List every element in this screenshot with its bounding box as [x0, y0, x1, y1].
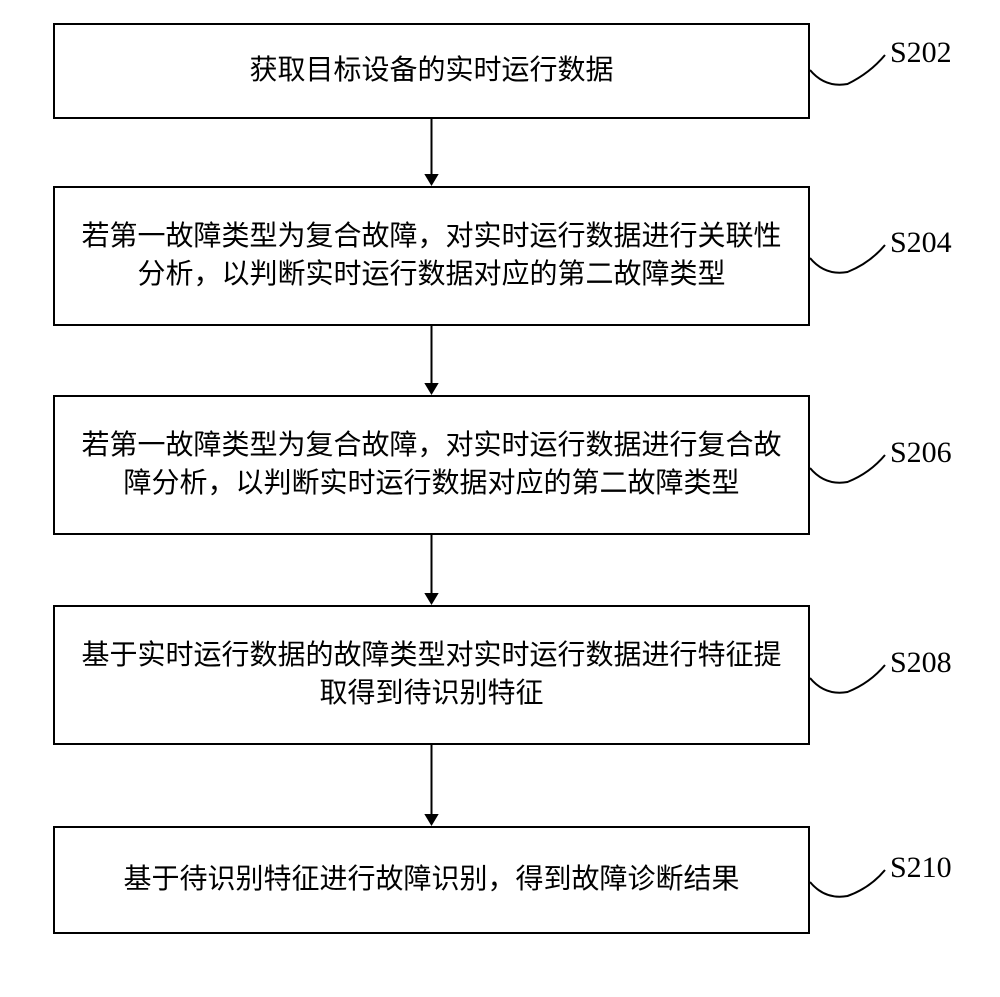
label-connector-S204: [810, 245, 885, 273]
node-text: 基于实时运行数据的故障类型对实时运行数据进行特征提取得到待识别特征: [75, 637, 788, 713]
flowchart-node-n3: 若第一故障类型为复合故障，对实时运行数据进行复合故障分析，以判断实时运行数据对应…: [53, 395, 810, 535]
label-connector-S202: [810, 55, 885, 85]
step-label-S204: S204: [890, 226, 952, 260]
node-text: 获取目标设备的实时运行数据: [249, 52, 613, 90]
label-connector-S206: [810, 455, 885, 483]
label-connector-S210: [810, 870, 885, 897]
arrowhead-icon: [424, 383, 438, 395]
flowchart-node-n1: 获取目标设备的实时运行数据: [53, 23, 810, 119]
label-connector-S208: [810, 665, 885, 693]
node-text: 若第一故障类型为复合故障，对实时运行数据进行复合故障分析，以判断实时运行数据对应…: [75, 427, 788, 503]
step-label-S210: S210: [890, 851, 952, 885]
flowchart-canvas: 获取目标设备的实时运行数据 S202 若第一故障类型为复合故障，对实时运行数据进行关…: [0, 0, 1000, 997]
step-label-S202: S202: [890, 36, 952, 70]
step-label-S208: S208: [890, 646, 952, 680]
arrowhead-icon: [424, 593, 438, 605]
flowchart-node-n5: 基于待识别特征进行故障识别，得到故障诊断结果: [53, 826, 810, 934]
step-label-S206: S206: [890, 436, 952, 470]
arrowhead-icon: [424, 174, 438, 186]
node-text: 基于待识别特征进行故障识别，得到故障诊断结果: [123, 861, 739, 899]
arrowhead-icon: [424, 814, 438, 826]
flowchart-node-n4: 基于实时运行数据的故障类型对实时运行数据进行特征提取得到待识别特征: [53, 605, 810, 745]
node-text: 若第一故障类型为复合故障，对实时运行数据进行关联性分析，以判断实时运行数据对应的…: [75, 218, 788, 294]
flowchart-node-n2: 若第一故障类型为复合故障，对实时运行数据进行关联性分析，以判断实时运行数据对应的…: [53, 186, 810, 326]
